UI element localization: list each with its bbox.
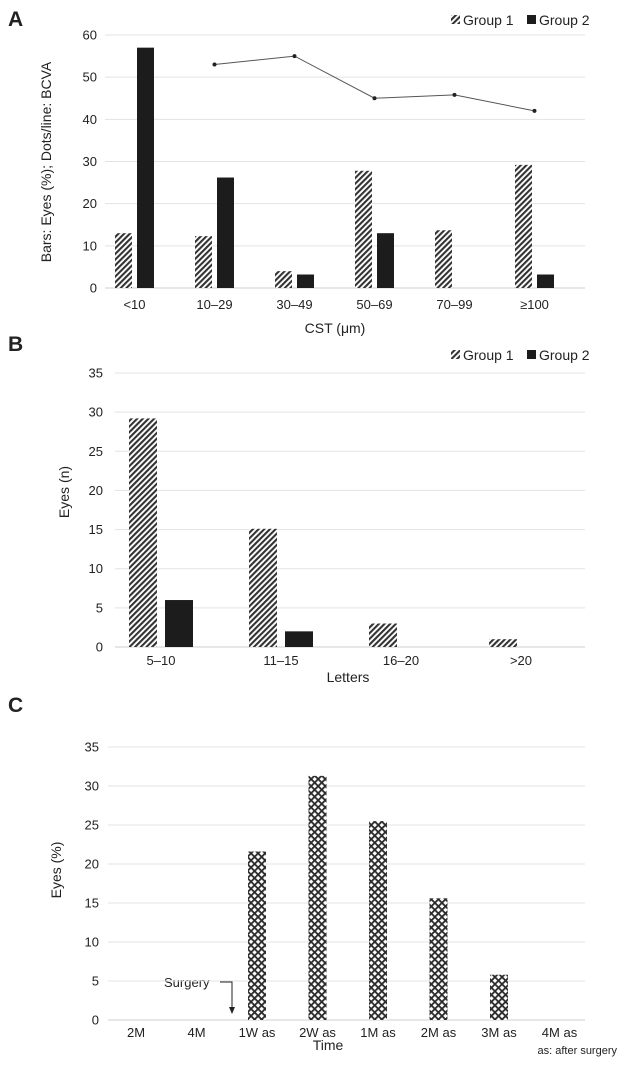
panel-c-ytick-label: 20: [85, 857, 99, 872]
panel-a-bcva-line: [214, 55, 535, 112]
panel-b-xtick-label: >20: [510, 653, 532, 668]
panel-a-bar-series-2: [297, 274, 314, 288]
panel-a-ytick-label: 0: [90, 281, 97, 296]
panel-b-ytick-label: 5: [96, 600, 103, 615]
panel-c-xtick-label: 4M as: [542, 1025, 578, 1040]
panel-c-ytick-label: 30: [85, 779, 99, 794]
panel-a-xlabel: CST (μm): [305, 320, 366, 336]
panel-b-ytick-label: 30: [89, 405, 103, 420]
panel-c-ytick-label: 35: [85, 740, 99, 755]
panel-a: A Bars: Eyes (%); Dots/line: BCVA CST (μ…: [8, 8, 590, 336]
panel-a-xtick-label: 70–99: [436, 297, 472, 312]
panel-a-xtick-label: 30–49: [276, 297, 312, 312]
panel-c-note: as: after surgery: [538, 1045, 618, 1057]
panel-a-ytick-label: 10: [83, 238, 97, 253]
panel-a-bcva-point: [532, 108, 537, 113]
panel-b-letter: B: [8, 333, 23, 356]
surgery-arrow-head: [229, 1007, 235, 1014]
legend-swatch-group-2: [527, 15, 536, 24]
panel-b-ytick-label: 15: [89, 522, 103, 537]
panel-a-bcva-point: [372, 96, 377, 101]
panel-b-xtick-label: 16–20: [383, 653, 419, 668]
panel-a-xtick-label: <10: [123, 297, 145, 312]
panel-c-xtick-label: 2M: [127, 1025, 145, 1040]
panel-b-bar-series-1: [369, 623, 397, 647]
panel-a-bar-series-1: [355, 170, 372, 288]
panel-a-bar-series-1: [195, 236, 212, 288]
panel-b-ytick-label: 0: [96, 640, 103, 655]
panel-c-ytick-label: 5: [92, 974, 99, 989]
panel-b-bar-series-1: [129, 418, 157, 647]
panel-c-letter: C: [8, 694, 23, 717]
legend-swatch-group-1: [451, 350, 460, 359]
panel-b-ytick-label: 10: [89, 561, 103, 576]
panel-c-ytick-label: 10: [85, 935, 99, 950]
surgery-annotation-label: Surgery: [164, 975, 210, 990]
legend-label-group-1: Group 1: [463, 347, 514, 363]
panel-c-xtick-label: 3M as: [481, 1025, 517, 1040]
legend-label-group-2: Group 2: [539, 347, 590, 363]
panel-c-bar-series-1: [308, 775, 327, 1020]
legend-label-group-2: Group 2: [539, 12, 590, 28]
panel-a-bar-series-2: [137, 47, 154, 289]
panel-c-xtick-label: 2W as: [299, 1025, 336, 1040]
panel-b-ytick-label: 20: [89, 483, 103, 498]
panel-c-xtick-label: 1M as: [360, 1025, 396, 1040]
panel-b-bar-series-2: [165, 600, 193, 647]
panel-b-ylabel: Eyes (n): [56, 466, 72, 518]
panel-c-xlabel: Time: [313, 1037, 344, 1053]
panel-a-bar-series-1: [515, 164, 532, 288]
panel-a-bar-series-1: [115, 233, 132, 288]
panel-a-bcva-point: [292, 54, 297, 59]
panel-b: B Eyes (n) Letters Group 1 Group 2 0 5 10 1…: [8, 333, 590, 685]
panel-c-ytick-label: 25: [85, 818, 99, 833]
panel-a-xtick-label: 50–69: [356, 297, 392, 312]
panel-b-ytick-label: 25: [89, 444, 103, 459]
panel-a-ytick-label: 50: [83, 70, 97, 85]
panel-a-ylabel: Bars: Eyes (%); Dots/line: BCVA: [38, 61, 54, 262]
panel-c-xtick-label: 4M: [187, 1025, 205, 1040]
panel-c-bar-series-1: [429, 898, 448, 1020]
legend-swatch-group-1: [451, 15, 460, 24]
panel-b-legend: Group 1 Group 2: [451, 347, 590, 363]
panel-c-ytick-label: 15: [85, 896, 99, 911]
surgery-annotation-arrow: [220, 981, 233, 1010]
panel-b-xtick-label: 11–15: [263, 653, 298, 668]
panel-b-bar-series-1: [489, 639, 517, 647]
panel-b-ytick-label: 35: [89, 366, 103, 381]
legend-label-group-1: Group 1: [463, 12, 514, 28]
panel-a-bar-series-1: [275, 271, 292, 288]
panel-c-xtick-label: 1W as: [239, 1025, 276, 1040]
panel-a-letter: A: [8, 8, 23, 31]
panel-c-xtick-label: 2M as: [421, 1025, 457, 1040]
panel-a-bcva-point: [452, 92, 457, 97]
panel-b-xlabel: Letters: [327, 669, 370, 685]
panel-c-ytick-label: 0: [92, 1013, 99, 1028]
panel-a-ytick-label: 30: [83, 154, 97, 169]
panel-a-xtick-label: 10–29: [196, 297, 232, 312]
panel-a-ytick-label: 20: [83, 196, 97, 211]
panel-c-bar-series-1: [369, 821, 387, 1020]
panel-c-ylabel: Eyes (%): [48, 842, 64, 899]
panel-c: C Eyes (%) Time as: after surgery Surger…: [8, 694, 617, 1057]
panel-c-bar-series-1: [490, 974, 508, 1020]
panel-b-bar-series-1: [249, 528, 277, 647]
panel-a-legend: Group 1 Group 2: [451, 12, 590, 28]
panel-a-bar-series-2: [217, 177, 234, 288]
panel-b-bar-series-2: [285, 631, 313, 647]
panel-a-bar-series-1: [435, 230, 452, 288]
panel-a-xtick-label: ≥100: [520, 297, 549, 312]
panel-a-bar-series-2: [377, 233, 394, 288]
panel-a-bcva-point: [212, 62, 217, 67]
panel-a-ytick-label: 60: [83, 28, 97, 43]
panel-a-bar-series-2: [537, 274, 554, 288]
panel-c-bar-series-1: [248, 851, 266, 1020]
legend-swatch-group-2: [527, 350, 536, 359]
panel-b-xtick-label: 5–10: [147, 653, 176, 668]
panel-a-ytick-label: 40: [83, 112, 97, 127]
